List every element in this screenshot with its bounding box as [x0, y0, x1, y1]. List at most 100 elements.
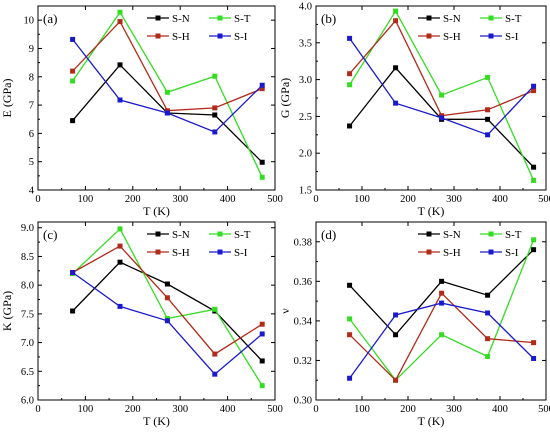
x-tick-label: 100 — [78, 194, 94, 205]
data-point-s-h — [259, 86, 265, 92]
data-point-s-h — [439, 290, 445, 296]
data-point-s-t — [393, 8, 399, 14]
data-point-s-t — [117, 9, 123, 15]
data-point-s-n — [485, 292, 491, 298]
data-point-s-i — [393, 312, 399, 318]
series-line-s-t — [349, 239, 535, 382]
y-tick-label: 3.5 — [299, 38, 312, 49]
panel-label: (b) — [321, 11, 336, 26]
x-axis-title: T (K) — [143, 204, 170, 218]
legend-label: S-H — [443, 247, 461, 259]
x-tick-label: 100 — [78, 404, 94, 415]
chart-panel-a: 0 100 200 300 400 500 4 5 6 7 8 9 10 T (K) E (GPa) (a) S… — [0, 5, 283, 218]
data-point-s-n — [485, 116, 491, 122]
chart-panel-c: 0 100 200 300 400 500 6.0 6.5 7.0 7.5 8.0 8.5 9.0 T (… — [0, 221, 283, 428]
panel-label: (d) — [321, 227, 336, 242]
x-tick-label: 500 — [538, 404, 550, 415]
data-point-s-h — [347, 71, 353, 77]
data-point-s-i — [259, 331, 265, 337]
data-point-s-h — [117, 19, 123, 25]
data-point-s-h — [347, 332, 353, 338]
data-point-s-i — [117, 303, 123, 309]
legend-swatch-marker — [488, 249, 494, 255]
legend-swatch-marker — [426, 231, 432, 237]
legend-label: S-H — [172, 31, 190, 43]
data-point-s-i — [439, 115, 445, 121]
data-point-s-t — [439, 92, 445, 98]
data-point-s-i — [485, 132, 491, 138]
y-tick-label: 0.32 — [294, 356, 312, 367]
y-tick-label: 8.0 — [21, 281, 34, 292]
x-tick-label: 500 — [267, 404, 283, 415]
data-point-s-t — [485, 353, 491, 359]
legend-label: S-T — [234, 13, 251, 25]
data-point-s-n — [70, 118, 76, 124]
x-tick-label: 200 — [125, 404, 141, 415]
legend-swatch-marker — [488, 33, 494, 39]
chart-panel-b: 0 100 200 300 400 500 1.5 2.0 2.5 3.0 3.5 4.0 T (K) G… — [278, 2, 550, 219]
series-line-s-i — [72, 271, 263, 376]
x-tick-label: 0 — [313, 194, 318, 205]
data-point-s-n — [439, 278, 445, 284]
data-point-s-t — [485, 74, 491, 80]
data-point-s-t — [212, 73, 218, 79]
x-axis-title: T (K) — [418, 414, 445, 428]
legend-swatch-marker — [155, 33, 161, 39]
x-tick-label: 500 — [538, 194, 550, 205]
legend-swatch-marker — [217, 231, 223, 237]
data-point-s-n — [259, 358, 265, 364]
data-point-s-h — [70, 68, 76, 74]
x-tick-label: 0 — [35, 194, 40, 205]
y-tick-label: 8.5 — [21, 252, 34, 263]
y-tick-label: 6 — [29, 129, 34, 140]
data-point-s-n — [393, 332, 399, 338]
data-point-s-t — [347, 316, 353, 322]
legend-label: S-I — [505, 31, 519, 43]
y-axis-title: K (GPa) — [0, 291, 14, 331]
legend-label: S-I — [234, 247, 248, 259]
data-point-s-n — [70, 308, 76, 314]
y-tick-label: 1.5 — [299, 186, 312, 197]
data-point-s-i — [164, 110, 170, 116]
x-tick-label: 300 — [172, 404, 188, 415]
legend-swatch-marker — [217, 15, 223, 21]
data-point-s-h — [117, 243, 123, 249]
y-tick-label: 0.34 — [294, 316, 313, 327]
data-point-s-h — [531, 88, 537, 94]
legend-swatch-marker — [155, 249, 161, 255]
data-point-s-i — [485, 310, 491, 316]
data-point-s-n — [347, 123, 353, 129]
legend-label: S-I — [234, 31, 248, 43]
y-tick-label: 8 — [29, 72, 34, 83]
legend-label: S-T — [505, 229, 522, 241]
data-point-s-h — [485, 336, 491, 342]
data-point-s-i — [70, 270, 76, 276]
data-point-s-h — [164, 295, 170, 301]
legend-swatch-marker — [217, 249, 223, 255]
y-axis-title: G (GPa) — [278, 78, 292, 118]
legend-swatch-marker — [155, 231, 161, 237]
data-point-s-n — [531, 247, 537, 253]
data-point-s-i — [259, 82, 265, 88]
data-point-s-i — [164, 318, 170, 324]
x-tick-label: 300 — [172, 194, 188, 205]
data-point-s-t — [70, 78, 76, 84]
y-tick-label: 7.5 — [21, 309, 34, 320]
data-point-s-t — [531, 237, 537, 243]
legend-swatch-marker — [426, 249, 432, 255]
x-tick-label: 400 — [220, 404, 236, 415]
y-tick-label: 3.0 — [299, 75, 312, 86]
data-point-s-i — [212, 371, 218, 377]
data-point-s-n — [259, 159, 265, 165]
x-tick-label: 400 — [220, 194, 236, 205]
data-point-s-t — [439, 332, 445, 338]
data-point-s-h — [212, 351, 218, 357]
data-point-s-n — [117, 259, 123, 265]
panel-label: (a) — [43, 11, 57, 26]
x-axis-title: T (K) — [143, 414, 170, 428]
x-tick-label: 300 — [446, 404, 462, 415]
data-point-s-n — [117, 62, 123, 68]
legend-label: S-N — [172, 229, 190, 241]
legend-swatch-marker — [488, 231, 494, 237]
